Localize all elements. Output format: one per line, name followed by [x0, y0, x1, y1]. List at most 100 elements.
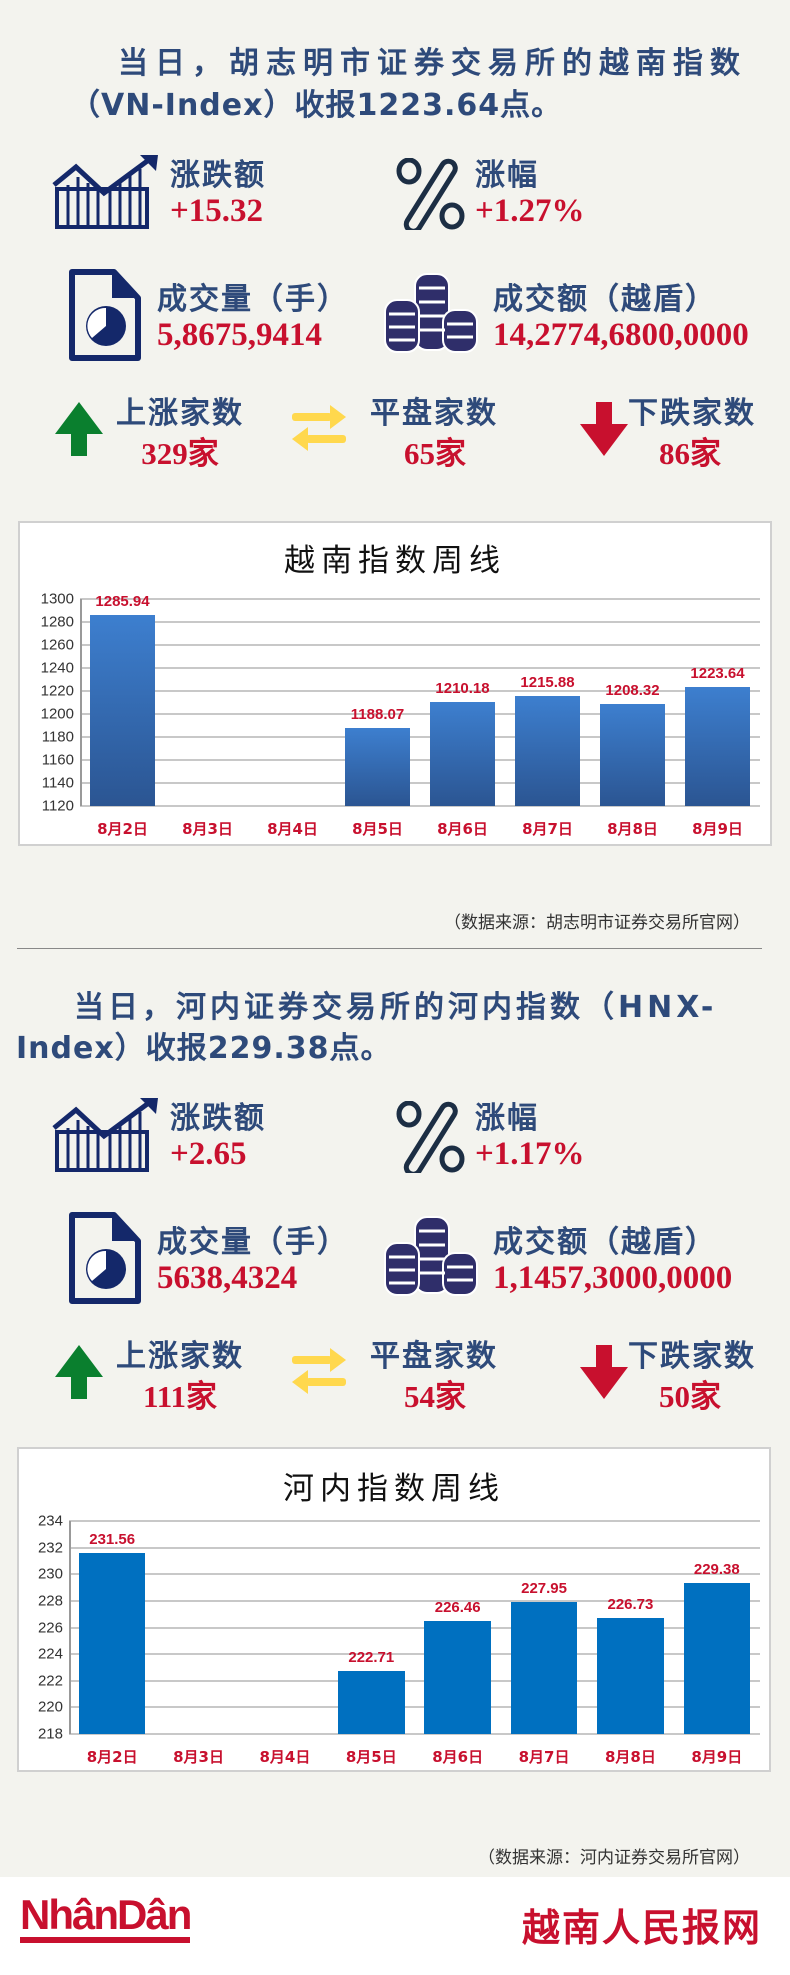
y-tick-label: 1160	[41, 751, 74, 769]
decliners-value: 86家	[659, 436, 721, 471]
y-tick-label: 1140	[41, 774, 74, 792]
pct-label: 涨幅	[475, 158, 539, 193]
volume-label: 成交量（手）	[157, 1225, 349, 1260]
bar	[424, 1621, 491, 1734]
pct-label: 涨幅	[475, 1101, 539, 1136]
gridline	[80, 598, 760, 600]
percent-icon	[396, 1101, 465, 1173]
vn-index-weekly-chart: 越南指数周线 1120 1140 1160 1180 1200 1220 1240 1260 1…	[18, 521, 772, 846]
bar	[510, 1601, 578, 1734]
data-label: 1223.64	[690, 664, 745, 682]
y-tick-label: 228	[37, 1592, 63, 1610]
x-tick-label: 8月3日	[182, 820, 233, 838]
document-report-icon	[69, 269, 141, 361]
unchanged-label: 平盘家数	[370, 396, 498, 431]
y-tick-label: 1240	[40, 659, 74, 677]
chart-trend-up-icon	[52, 155, 158, 229]
change-label: 涨跌额	[170, 1101, 266, 1136]
swap-arrows-icon	[292, 405, 346, 451]
bar	[344, 727, 411, 806]
y-tick-label: 232	[37, 1539, 63, 1557]
y-tick-label: 218	[37, 1725, 63, 1743]
advancers-value: 111家	[142, 1379, 218, 1414]
gridline	[69, 1599, 760, 1602]
coins-stack-icon	[384, 273, 478, 353]
gridline	[69, 1653, 760, 1656]
change-label: 涨跌额	[170, 158, 266, 193]
swap-arrows-icon	[292, 1348, 346, 1394]
gridline	[69, 1733, 760, 1735]
summary-title-line2: Index）收报229.38点。	[16, 1031, 392, 1066]
bar	[89, 615, 156, 806]
gridline	[80, 759, 760, 761]
data-label: 1188.07	[350, 705, 405, 723]
turnover-value: 1,1457,3000,0000	[493, 1260, 733, 1296]
site-name-logo[interactable]: 越南人民报网	[521, 1906, 762, 1950]
percent-icon	[396, 158, 465, 230]
y-tick-label: 220	[37, 1698, 63, 1716]
nhandan-logo[interactable]: NhânDân	[20, 1893, 192, 1943]
gridline	[80, 667, 760, 669]
x-tick-label: 8月5日	[352, 820, 403, 838]
x-tick-label: 8月8日	[605, 1748, 656, 1766]
unchanged-label: 平盘家数	[370, 1339, 498, 1374]
arrow-up-icon	[55, 1345, 103, 1399]
x-tick-label: 8月4日	[259, 1748, 311, 1766]
gridline	[69, 1679, 760, 1682]
volume-value: 5638,4324	[157, 1260, 298, 1296]
turnover-label: 成交额（越盾）	[493, 1225, 717, 1260]
gridline	[80, 805, 760, 807]
data-label: 229.38	[693, 1560, 740, 1578]
x-tick-label: 8月7日	[522, 820, 573, 838]
bar	[514, 695, 581, 806]
decliners-value: 50家	[659, 1379, 721, 1414]
gridline	[69, 1520, 760, 1522]
y-tick-label: 1300	[40, 590, 74, 608]
advancers-label: 上涨家数	[116, 396, 244, 431]
bar	[599, 704, 666, 806]
x-tick-label: 8月6日	[432, 1748, 484, 1766]
gridline	[69, 1706, 760, 1709]
advancers-label: 上涨家数	[116, 1339, 244, 1374]
x-tick-label: 8月5日	[345, 1748, 397, 1766]
data-label: 1215.88	[520, 673, 575, 691]
bar	[597, 1617, 664, 1734]
gridline	[80, 782, 760, 784]
y-tick-label: 1120	[41, 797, 74, 815]
data-label: 1208.32	[605, 682, 660, 700]
volume-value: 5,8675,9414	[157, 317, 322, 353]
bar	[683, 1582, 751, 1734]
document-report-icon	[69, 1212, 141, 1304]
data-source-note: （数据来源：胡志明市证券交易所官网）	[444, 913, 750, 933]
x-tick-label: 8月2日	[97, 820, 148, 838]
gridline	[69, 1546, 760, 1549]
data-source-note: （数据来源：河内证券交易所官网）	[478, 1848, 750, 1868]
data-label: 227.95	[521, 1579, 568, 1597]
unchanged-value: 65家	[404, 436, 466, 471]
gridline	[80, 736, 760, 738]
gridline	[80, 690, 760, 692]
gridline	[80, 713, 760, 715]
arrow-down-icon	[580, 1345, 628, 1399]
decliners-label: 下跌家数	[628, 396, 756, 431]
pct-value: +1.17%	[475, 1136, 585, 1172]
y-tick-label: 234	[37, 1512, 63, 1530]
summary-title-line1: 当日，胡志明市证券交易所的越南指数	[118, 46, 747, 81]
section-divider	[17, 948, 762, 949]
y-axis-line	[80, 599, 82, 806]
bar	[78, 1553, 146, 1734]
index-summary-section: 当日，胡志明市证券交易所的越南指数 （VN-Index）收报1223.64点。 …	[0, 0, 790, 480]
bar	[429, 702, 496, 806]
data-label: 226.73	[607, 1595, 654, 1613]
change-value: +15.32	[170, 193, 264, 229]
arrow-up-icon	[55, 402, 103, 456]
y-tick-label: 222	[37, 1672, 63, 1690]
unchanged-value: 54家	[404, 1379, 466, 1414]
volume-label: 成交量（手）	[157, 282, 349, 317]
change-value: +2.65	[170, 1136, 247, 1172]
arrow-down-icon	[580, 402, 628, 456]
y-tick-label: 230	[37, 1565, 63, 1583]
x-tick-label: 8月9日	[691, 1748, 743, 1766]
data-label: 1210.18	[435, 680, 490, 698]
chart-title: 越南指数周线	[284, 543, 506, 579]
